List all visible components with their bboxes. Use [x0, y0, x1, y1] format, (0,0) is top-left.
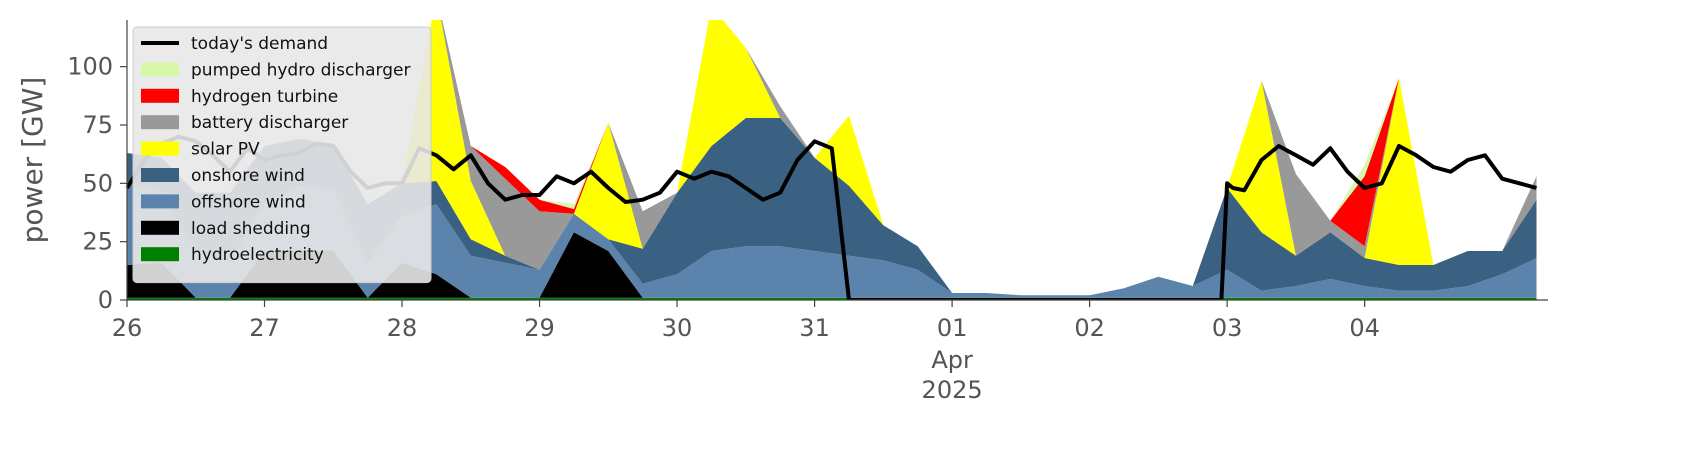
y-axis-label: power [GW] — [16, 77, 49, 244]
area-offshore-wind — [127, 181, 1537, 298]
x-axis-year-label: 2025 — [922, 376, 983, 404]
legend-items: today's demand pumped hydro discharger hyd… — [141, 34, 410, 265]
y-tick-label: 100 — [67, 53, 113, 81]
legend-label-solar-pv: solar PV — [191, 140, 260, 160]
x-axis-month-label: Apr — [931, 346, 973, 374]
legend-label-hydroelectricity: hydroelectricity — [191, 245, 324, 265]
legend: today's demand pumped hydro discharger hyd… — [132, 26, 432, 284]
legend-label-battery-discharger: battery discharger — [191, 113, 348, 133]
legend-label-load-shedding: load shedding — [191, 219, 311, 239]
x-tick-label: 28 — [387, 314, 418, 342]
legend-swatch-hydrogen-turbine — [141, 88, 179, 103]
legend-swatch-battery-discharger — [141, 115, 179, 130]
legend-box — [132, 26, 432, 284]
legend-swatch-solar-pv — [141, 141, 179, 156]
y-tick-label: 0 — [98, 286, 113, 314]
x-tick-label: 26 — [112, 314, 143, 342]
legend-label-today-s-demand: today's demand — [191, 34, 328, 54]
y-tick-label: 25 — [82, 228, 113, 256]
x-ticks: 26 27 28 29 30 31 01 02 03 04 — [112, 300, 1380, 342]
legend-label-offshore-wind: offshore wind — [191, 192, 306, 212]
legend-swatch-onshore-wind — [141, 168, 179, 182]
area-onshore-wind — [127, 118, 1537, 296]
legend-label-hydrogen-turbine: hydrogen turbine — [191, 87, 338, 107]
legend-swatch-load-shedding — [141, 220, 179, 235]
x-tick-label: 30 — [662, 314, 693, 342]
x-tick-label: 02 — [1074, 314, 1105, 342]
y-tick-label: 50 — [82, 169, 113, 197]
x-tick-label: 03 — [1212, 314, 1243, 342]
legend-swatch-hydroelectricity — [141, 247, 179, 262]
x-tick-label: 04 — [1349, 314, 1380, 342]
legend-label-onshore-wind: onshore wind — [191, 166, 305, 186]
legend-swatch-pumped-hydro-discharger — [141, 62, 179, 77]
x-tick-label: 29 — [524, 314, 555, 342]
y-tick-label: 75 — [82, 111, 113, 139]
axes: 0 25 50 75 100 26 27 28 29 30 31 01 02 03 04 power [G… — [16, 20, 1548, 404]
y-ticks: 0 25 50 75 100 — [67, 53, 127, 314]
legend-swatch-offshore-wind — [141, 194, 179, 209]
x-tick-label: 31 — [799, 314, 830, 342]
x-tick-label: 27 — [249, 314, 280, 342]
area-load-shedding — [127, 232, 1537, 298]
legend-label-pumped-hydro-discharger: pumped hydro discharger — [191, 60, 410, 80]
x-tick-label: 01 — [937, 314, 968, 342]
